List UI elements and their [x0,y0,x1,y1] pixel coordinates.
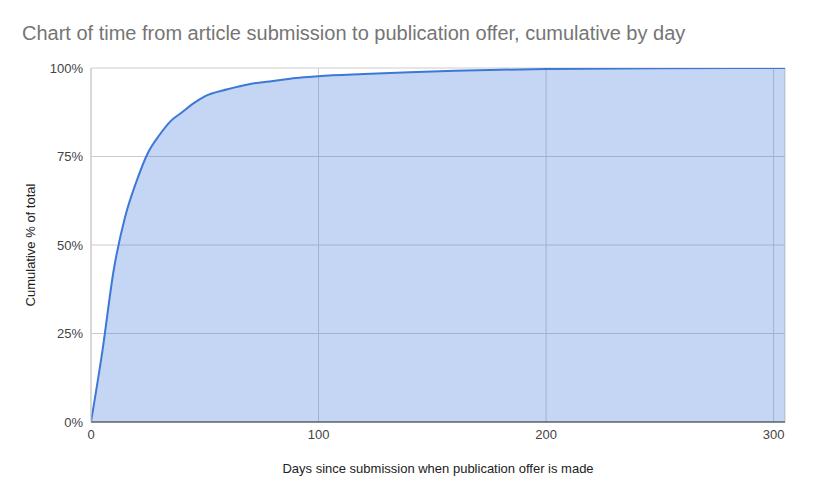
html-text:Chart of time from article sub: Chart of time from article submission to… [22,22,686,44]
svg-text:100: 100 [308,427,330,442]
svg-text:75%: 75% [57,149,83,164]
svg-text:200: 200 [535,427,557,442]
svg-text:100%: 100% [50,61,84,76]
html-text:Cumulative % of total: Cumulative % of total [22,183,38,307]
svg-text:50%: 50% [57,238,83,253]
svg-text:0: 0 [87,427,94,442]
html-text:Days since submission when pub: Days since submission when publication o… [282,460,594,476]
svg-text:25%: 25% [57,326,83,341]
svg-text:0%: 0% [64,415,83,430]
svg-text:300: 300 [763,427,785,442]
